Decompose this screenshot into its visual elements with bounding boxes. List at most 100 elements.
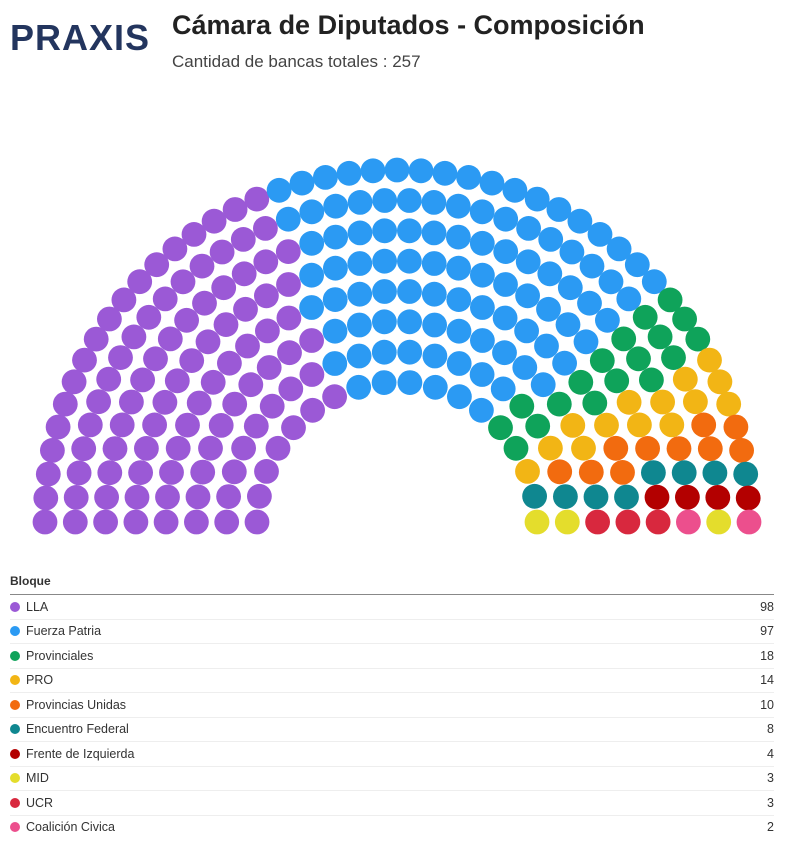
seat — [63, 485, 89, 510]
legend-row: Provinciales 18 — [10, 644, 774, 669]
legend-row: UCR 3 — [10, 791, 774, 816]
seat — [130, 367, 156, 393]
seat — [372, 188, 398, 213]
seat — [567, 208, 593, 234]
seat — [492, 305, 518, 331]
seat — [35, 461, 61, 487]
legend-row: Fuerza Patria 97 — [10, 620, 774, 644]
seat — [488, 415, 513, 441]
seat — [209, 239, 235, 265]
seat — [594, 412, 619, 438]
seat — [244, 509, 270, 535]
legend-rows: LLA 98 Fuerza Patria 97 Provinciales 18 PRO 14 P… — [10, 595, 774, 839]
legend-swatch — [10, 724, 20, 735]
seat — [372, 218, 397, 244]
seat — [397, 370, 423, 395]
seat — [109, 412, 135, 438]
seat — [547, 459, 573, 485]
seat — [456, 165, 481, 190]
legend-swatch — [10, 822, 20, 833]
seat — [615, 509, 641, 535]
seat — [397, 218, 422, 244]
seat — [723, 414, 749, 440]
seat — [62, 509, 88, 535]
legend-count: 8 — [767, 722, 774, 737]
seat — [515, 283, 540, 309]
seat — [579, 253, 605, 279]
legend-swatch — [10, 748, 20, 759]
seat — [666, 436, 692, 461]
seat — [192, 290, 217, 316]
seat — [200, 369, 226, 395]
legend-label: Fuerza Patria — [26, 624, 102, 639]
seat — [583, 484, 609, 510]
seat — [729, 438, 754, 463]
legend-label: Provincias Unidas — [26, 697, 127, 712]
seat — [195, 329, 221, 355]
seat — [32, 509, 58, 535]
seat — [735, 485, 761, 511]
seat — [102, 436, 128, 461]
seat — [603, 435, 629, 461]
seat — [469, 199, 495, 225]
legend-title: Bloque — [10, 574, 774, 595]
seat — [384, 157, 410, 183]
legend-count: 14 — [760, 673, 774, 688]
seat — [632, 304, 658, 330]
seat — [347, 220, 373, 246]
seat — [289, 170, 315, 196]
seat — [706, 509, 732, 535]
seat — [185, 484, 211, 510]
legend-count: 3 — [767, 795, 774, 810]
seat — [421, 281, 447, 307]
seat — [447, 384, 472, 410]
seat — [276, 305, 302, 331]
seat — [604, 368, 630, 394]
seat — [421, 220, 447, 246]
seat — [675, 484, 700, 510]
seat — [397, 248, 422, 274]
seat — [372, 279, 397, 304]
seat — [347, 190, 373, 215]
seat — [134, 436, 159, 461]
seat — [77, 412, 103, 438]
seat — [650, 389, 675, 415]
seat — [83, 326, 109, 352]
seat — [422, 312, 447, 338]
seat — [299, 295, 324, 320]
seat — [201, 208, 227, 234]
seat — [469, 397, 494, 423]
seat — [432, 160, 458, 186]
seat — [538, 227, 564, 252]
seat — [255, 318, 280, 344]
seat — [697, 347, 722, 373]
seat — [555, 312, 581, 337]
seat — [552, 350, 577, 376]
seat — [190, 459, 216, 485]
seat — [707, 369, 733, 395]
legend-count: 97 — [760, 624, 774, 639]
legend-row: LLA 98 — [10, 595, 774, 620]
seat — [174, 307, 200, 333]
seat — [469, 230, 495, 256]
seat — [346, 374, 372, 400]
seat — [276, 272, 301, 297]
legend-label: MID — [26, 771, 49, 786]
seat — [322, 318, 348, 344]
seat — [492, 340, 517, 366]
seat — [493, 206, 519, 232]
seat — [108, 345, 133, 370]
seat — [577, 290, 602, 316]
seat — [347, 251, 373, 276]
seat — [322, 384, 347, 410]
seat — [626, 346, 651, 372]
legend-count: 3 — [767, 771, 774, 786]
seat — [336, 160, 362, 186]
legend-count: 4 — [767, 746, 774, 761]
seat — [165, 435, 191, 461]
legend-label: Coalición Civica — [26, 820, 115, 835]
seat — [470, 262, 495, 288]
seat — [94, 484, 119, 510]
seat — [587, 222, 613, 247]
seat — [598, 269, 624, 295]
